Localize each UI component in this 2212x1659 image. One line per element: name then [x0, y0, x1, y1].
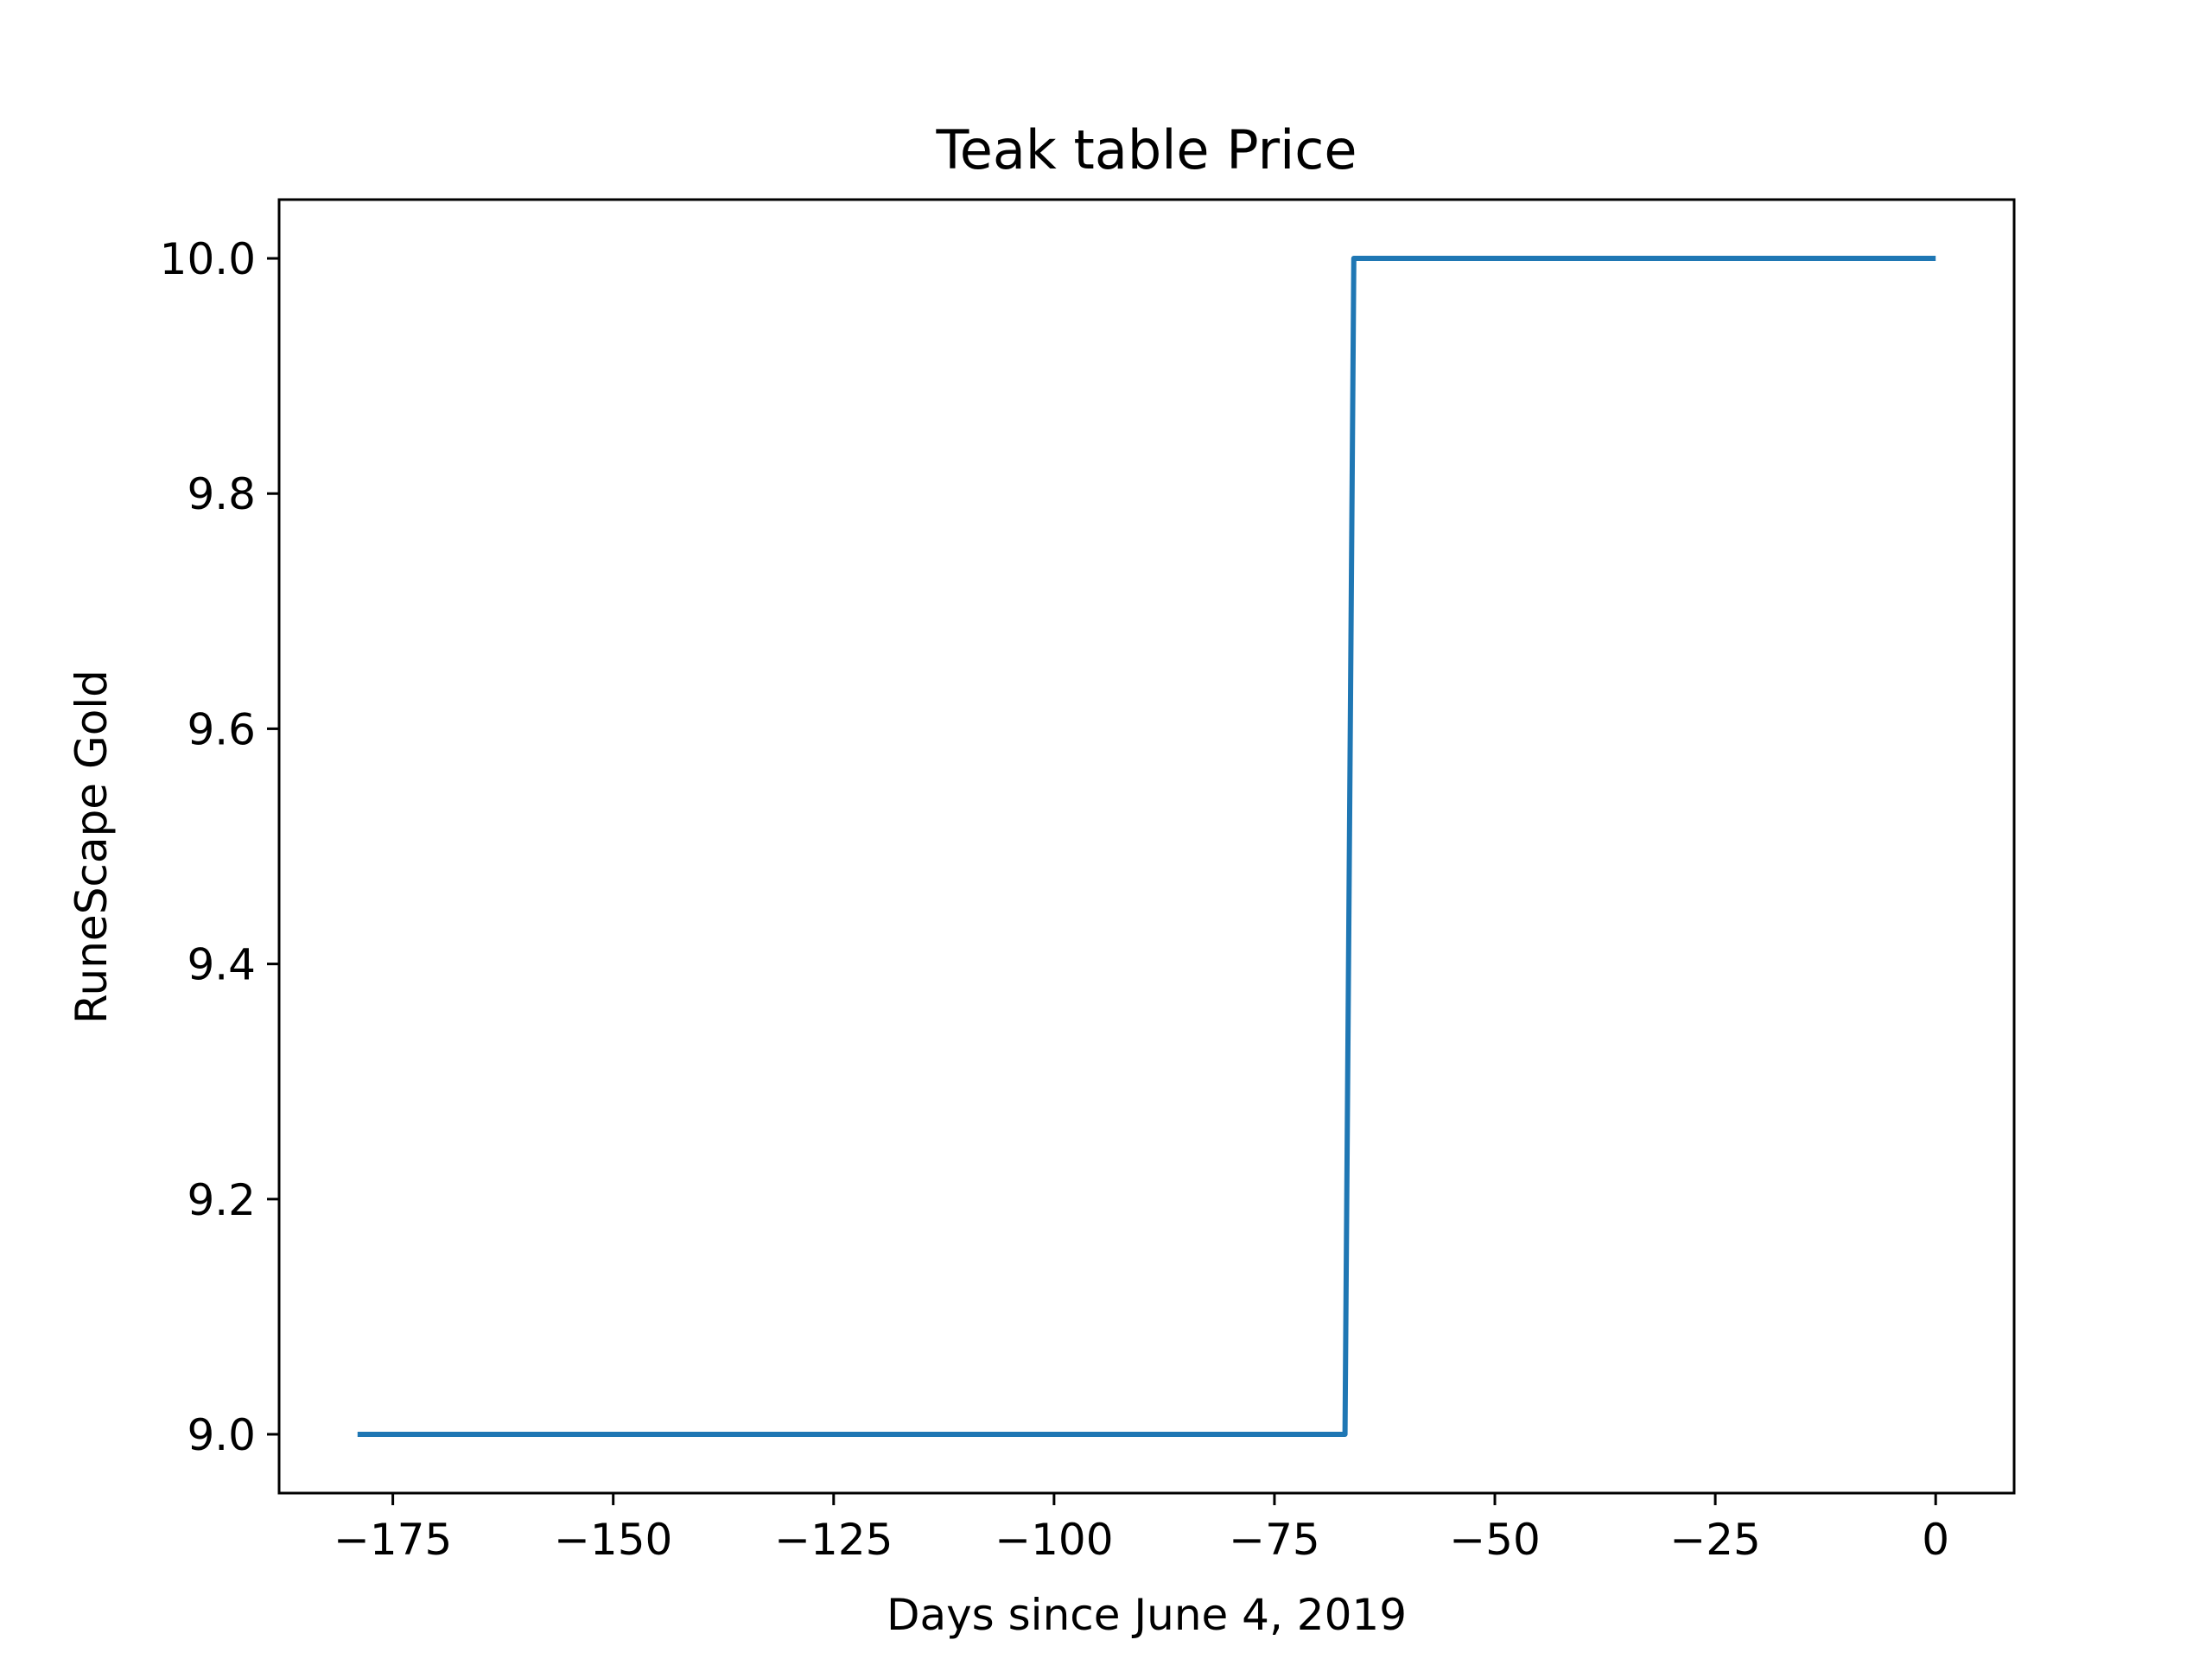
y-tick-label: 10.0 [160, 234, 256, 284]
x-tick-label: 0 [1922, 1515, 1949, 1565]
y-axis-ticks: 9.0 9.2 9.4 9.6 9.8 10.0 [160, 234, 279, 1460]
x-tick-label: −50 [1449, 1515, 1541, 1565]
x-tick-label: −175 [334, 1515, 452, 1565]
y-tick-label: 9.2 [187, 1175, 256, 1225]
plot-content [357, 256, 1936, 1437]
y-axis-label: RuneScape Gold [67, 670, 117, 1024]
y-tick-label: 9.4 [187, 940, 256, 990]
x-tick-label: −125 [774, 1515, 893, 1565]
y-tick-label: 9.6 [187, 704, 256, 754]
series-line [357, 256, 1936, 1437]
x-axis-ticks: −175 −150 −125 −100 −75 −50 −25 0 [334, 1493, 1949, 1565]
plot-area-frame [277, 198, 2016, 1495]
x-tick-label: −25 [1669, 1515, 1761, 1565]
x-axis-label: Days since June 4, 2019 [887, 1590, 1407, 1640]
x-tick-label: −150 [554, 1515, 672, 1565]
y-tick-label: 9.0 [187, 1410, 256, 1460]
x-tick-label: −75 [1229, 1515, 1320, 1565]
chart-title: Teak table Price [935, 118, 1357, 181]
x-tick-label: −100 [995, 1515, 1113, 1565]
y-tick-label: 9.8 [187, 469, 256, 519]
